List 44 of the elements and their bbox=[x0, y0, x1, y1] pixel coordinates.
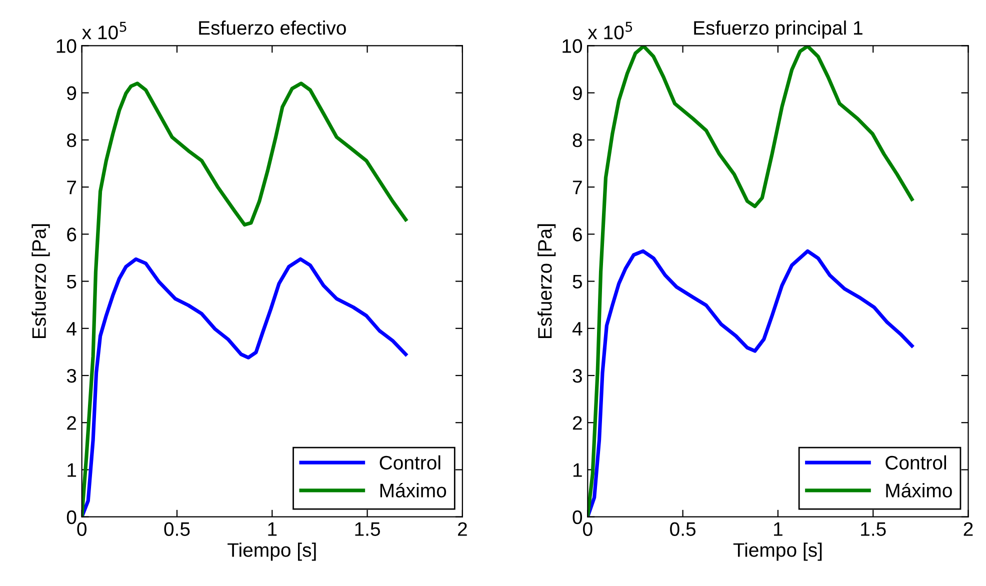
x-tick-label: 1.5 bbox=[861, 522, 886, 536]
legend-label: Máximo bbox=[886, 482, 952, 498]
y-tick-label: 9 bbox=[572, 86, 582, 100]
y-tick-label: 4 bbox=[572, 322, 582, 336]
x-tick-label: 0.5 bbox=[670, 522, 696, 536]
y-tick-label: 6 bbox=[572, 228, 582, 242]
chart-title: Esfuerzo principal 1 bbox=[694, 20, 862, 39]
y-axis-title: Esfuerzo [Pa] bbox=[32, 224, 50, 338]
y-tick-label: 4 bbox=[66, 322, 76, 336]
y-tick-label: 6 bbox=[67, 228, 76, 242]
x-tick-label: 0 bbox=[77, 522, 86, 536]
legend-label: Control bbox=[380, 455, 440, 470]
y-tick-label: 0 bbox=[66, 510, 76, 524]
y-tick-label: 2 bbox=[572, 416, 582, 430]
text: x 10$^{5}$ bbox=[82, 22, 126, 40]
y-tick-label: 7 bbox=[572, 180, 582, 194]
x-axis-title: Tiempo [s] bbox=[228, 542, 316, 561]
y-tick-label: 5 bbox=[66, 274, 76, 289]
x-tick-label: 2 bbox=[964, 522, 973, 536]
y-tick-label: 7 bbox=[67, 180, 76, 194]
y-tick-label: 8 bbox=[67, 133, 76, 148]
legend-label: Máximo bbox=[380, 482, 446, 498]
x-tick-label: 1 bbox=[268, 522, 277, 536]
y-tick-label: 8 bbox=[572, 133, 582, 148]
x-tick-label: 0.5 bbox=[164, 522, 190, 536]
y-tick-label: 1 bbox=[573, 463, 582, 477]
x-tick-label: 1.5 bbox=[355, 522, 380, 536]
legend-label: Control bbox=[886, 455, 946, 470]
y-tick-label: 2 bbox=[67, 416, 76, 430]
y-tick-label: 5 bbox=[572, 274, 582, 289]
y-tick-label: 10 bbox=[56, 39, 76, 53]
x-tick-label: 1 bbox=[774, 522, 782, 536]
y-tick-label: 3 bbox=[66, 368, 76, 383]
chart-title: Esfuerzo efectivo bbox=[199, 20, 346, 35]
y-tick-label: 1 bbox=[68, 463, 76, 477]
y-axis-title: Esfuerzo [Pa] bbox=[537, 224, 556, 338]
x-tick-label: 2 bbox=[458, 522, 467, 536]
y-tick-label: 3 bbox=[572, 368, 582, 383]
y-tick-label: 0 bbox=[572, 510, 582, 524]
text: x 10$^{5}$ bbox=[588, 22, 632, 40]
x-tick-label: 0 bbox=[583, 522, 592, 536]
y-tick-label: 9 bbox=[67, 86, 76, 100]
y-tick-label: 10 bbox=[562, 39, 582, 53]
x-axis-title: Tiempo [s] bbox=[733, 542, 822, 561]
